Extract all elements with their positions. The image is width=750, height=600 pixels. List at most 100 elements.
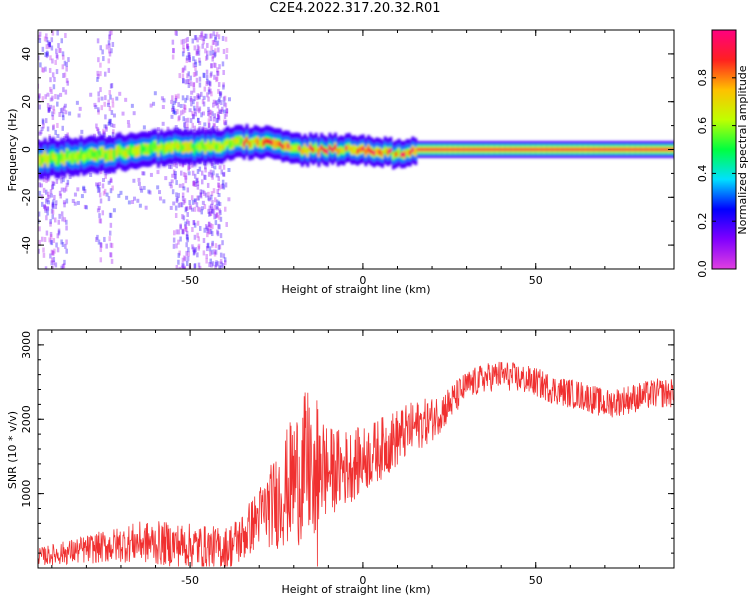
heatmap-noise-cell — [215, 199, 219, 205]
heatmap-noise-cell — [43, 236, 47, 242]
heatmap-noise-cell — [213, 214, 216, 220]
heatmap-noise-cell — [96, 70, 99, 76]
heatmap-cell — [49, 153, 53, 161]
heatmap-noise-cell — [58, 213, 61, 219]
heatmap-noise-cell — [204, 174, 207, 180]
heatmap-noise-cell — [44, 66, 47, 72]
heatmap-noise-cell — [51, 266, 54, 269]
heatmap-noise-cell — [198, 34, 202, 40]
heatmap-noise-cell — [137, 177, 141, 182]
heatmap-noise-cell — [179, 103, 183, 108]
heatmap-noise-cell — [49, 221, 52, 227]
heatmap-noise-cell — [222, 96, 226, 102]
heatmap-noise-cell — [214, 220, 218, 226]
heatmap-noise-cell — [212, 170, 215, 176]
heatmap-noise-cell — [220, 261, 223, 267]
heatmap-noise-cell — [99, 169, 103, 175]
heatmap-noise-cell — [106, 102, 110, 107]
heatmap-noise-cell — [198, 93, 201, 99]
heatmap-cell — [527, 147, 531, 152]
heatmap-noise-cell — [192, 62, 196, 68]
heatmap-noise-cell — [52, 109, 56, 115]
heatmap-cell — [433, 147, 437, 152]
heatmap-noise-cell — [142, 171, 146, 176]
heatmap-noise-cell — [207, 89, 211, 95]
heatmap-noise-cell — [170, 179, 174, 184]
heatmap-noise-cell — [216, 113, 220, 119]
heatmap-cell — [306, 149, 310, 155]
heatmap-cell — [613, 147, 617, 152]
heatmap-noise-cell — [111, 185, 114, 191]
heatmap-cell — [389, 148, 393, 154]
heatmap-noise-cell — [61, 107, 64, 113]
heatmap-noise-cell — [63, 202, 66, 208]
heatmap-noise-cell — [38, 190, 42, 196]
heatmap-noise-cell — [203, 86, 207, 92]
heatmap-cell — [588, 147, 592, 152]
heatmap-noise-cell — [186, 43, 189, 49]
heatmap-noise-cell — [208, 80, 212, 86]
heatmap-noise-cell — [64, 33, 67, 39]
heatmap-noise-cell — [64, 89, 68, 95]
heatmap-noise-cell — [196, 168, 200, 174]
heatmap-noise-cell — [126, 119, 130, 124]
heatmap-cell — [239, 138, 244, 145]
heatmap-noise-cell — [224, 36, 228, 42]
heatmap-noise-cell — [204, 167, 207, 173]
spectrogram-panel: -50 0 50 -40 -20 0 20 40 Height of straight li… — [6, 29, 675, 296]
heatmap-noise-cell — [100, 105, 104, 111]
heatmap-noise-cell — [183, 104, 187, 110]
heatmap-noise-cell — [189, 204, 192, 210]
heatmap-noise-cell — [97, 57, 100, 63]
heatmap-noise-cell — [224, 102, 228, 108]
heatmap-noise-cell — [107, 180, 111, 185]
heatmap-noise-cell — [225, 108, 229, 114]
heatmap-noise-cell — [99, 257, 103, 263]
spectrogram-y-ticks: -40 -20 0 20 40 — [20, 29, 674, 270]
heatmap-noise-cell — [218, 91, 222, 97]
heatmap-cell — [444, 147, 448, 152]
heatmap-noise-cell — [196, 184, 200, 190]
heatmap-noise-cell — [184, 175, 188, 180]
heatmap-noise-cell — [205, 253, 208, 259]
heatmap-noise-cell — [185, 234, 189, 240]
heatmap-cell — [574, 147, 578, 152]
heatmap-cell — [571, 147, 575, 152]
heatmap-noise-cell — [216, 231, 220, 237]
heatmap-noise-cell — [209, 50, 212, 56]
heatmap-noise-cell — [179, 224, 182, 230]
heatmap-cell — [599, 147, 603, 152]
heatmap-noise-cell — [182, 215, 186, 221]
heatmap-noise-cell — [42, 187, 46, 193]
heatmap-noise-cell — [207, 221, 211, 227]
heatmap-noise-cell — [198, 57, 201, 63]
heatmap-noise-cell — [47, 106, 51, 111]
heatmap-noise-cell — [77, 113, 81, 118]
heatmap-cell — [427, 147, 432, 152]
heatmap-noise-cell — [175, 229, 179, 235]
snr-x-ticks: -50 0 50 — [51, 330, 675, 587]
heatmap-noise-cell — [56, 30, 59, 36]
heatmap-noise-cell — [184, 207, 188, 213]
heatmap-cell — [101, 149, 105, 156]
heatmap-noise-cell — [178, 266, 182, 269]
heatmap-noise-cell — [110, 30, 113, 36]
heatmap-noise-cell — [49, 234, 53, 240]
heatmap-noise-cell — [204, 164, 207, 170]
heatmap-noise-cell — [192, 99, 195, 105]
heatmap-noise-cell — [198, 76, 202, 82]
heatmap-cell — [350, 147, 354, 153]
heatmap-noise-cell — [195, 178, 198, 184]
heatmap-noise-cell — [102, 190, 106, 196]
heatmap-noise-cell — [63, 72, 67, 78]
heatmap-noise-cell — [217, 244, 221, 250]
heatmap-noise-cell — [76, 200, 80, 205]
heatmap-noise-cell — [197, 50, 201, 56]
heatmap-noise-cell — [41, 119, 45, 125]
heatmap-noise-cell — [98, 192, 102, 198]
heatmap-cell — [510, 147, 515, 152]
heatmap-noise-cell — [186, 211, 189, 217]
heatmap-cell — [145, 146, 150, 153]
heatmap-noise-cell — [139, 186, 143, 191]
heatmap-noise-cell — [186, 46, 190, 52]
